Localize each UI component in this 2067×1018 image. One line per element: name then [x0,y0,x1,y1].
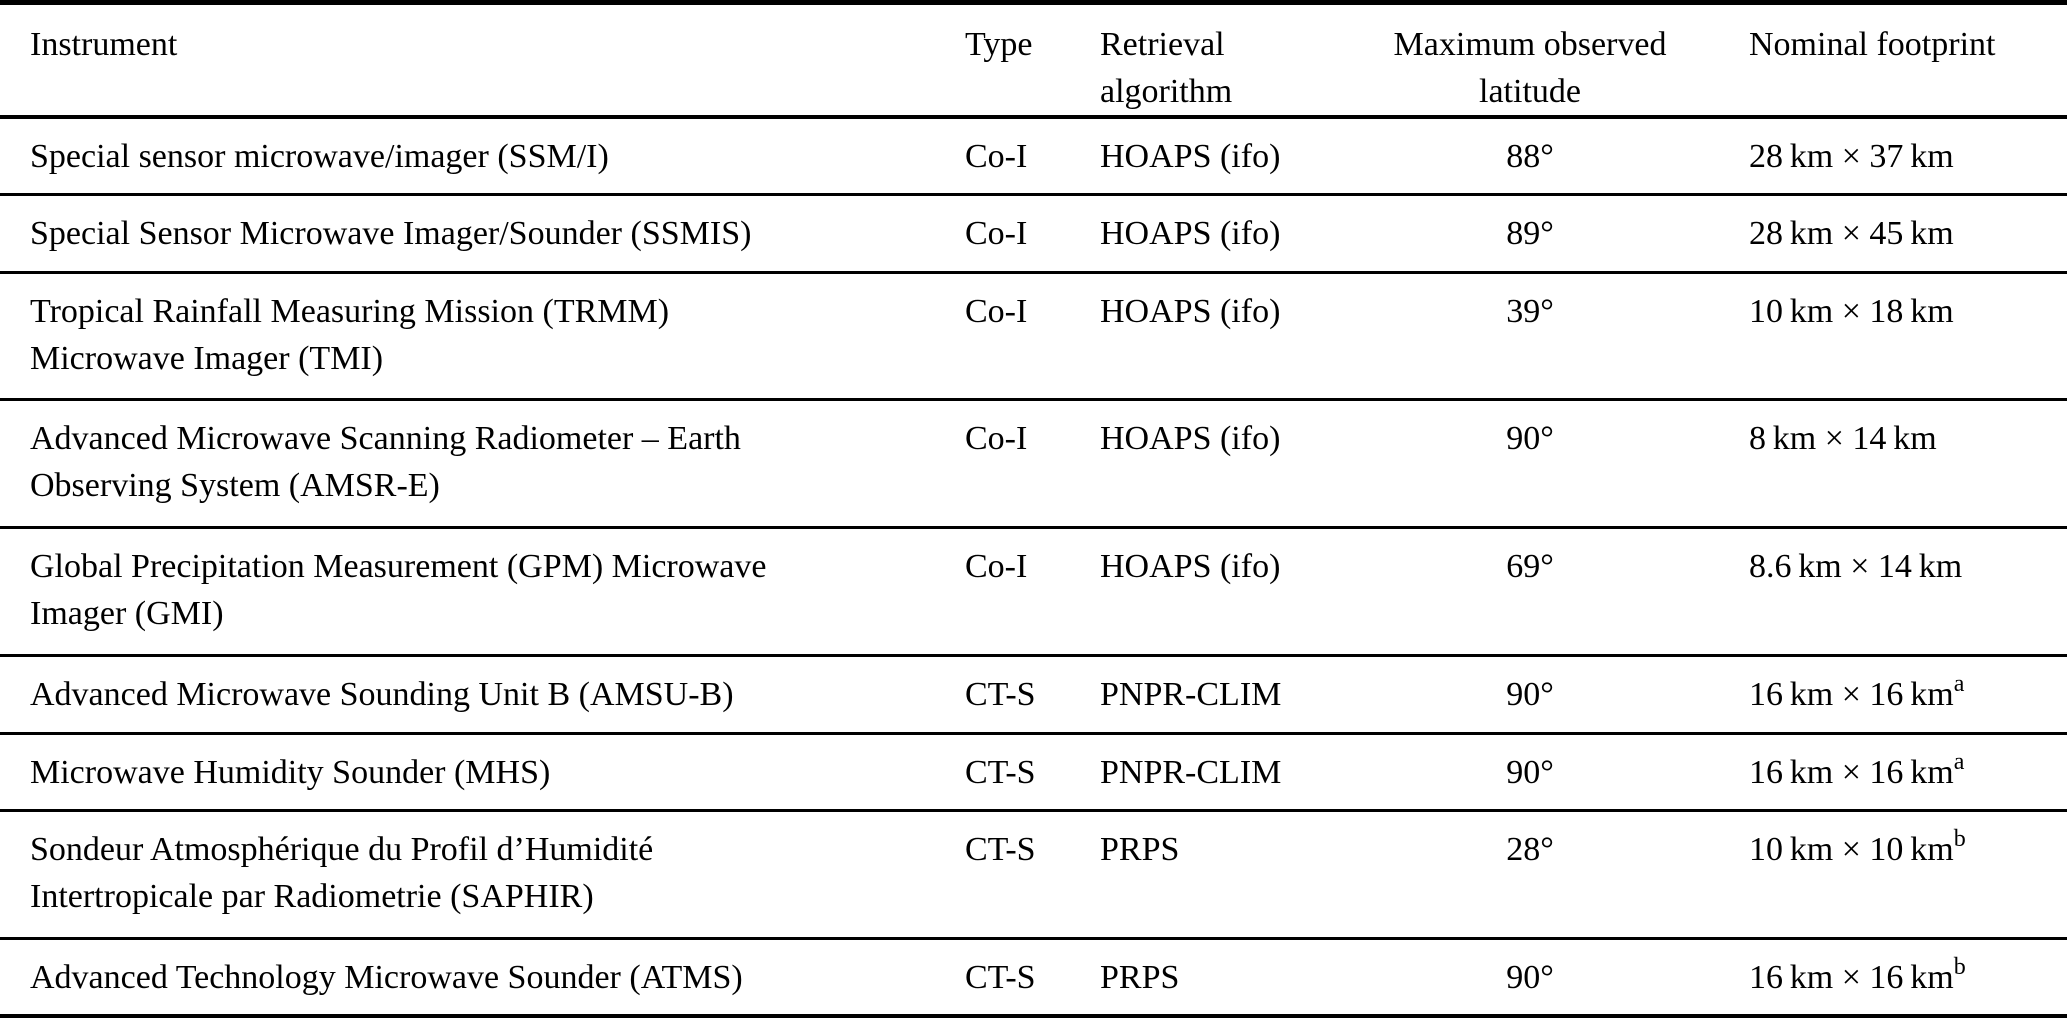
algorithm-cell: HOAPS (ifo) [1100,420,1281,458]
instrument-cell: Advanced Technology Microwave Sounder (A… [30,958,743,996]
table-row-trmm-tmi: Tropical Rainfall Measuring Mission (TRM… [0,272,2067,400]
footnote-marker: b [1953,953,1966,980]
footprint-cell: 28 km × 45 km [1710,195,2067,273]
instrument-cell: Special Sensor Microwave Imager/Sounder … [30,215,752,253]
type-cell: Co-I [965,420,1028,458]
footprint-value: 28 km × 45 km [1749,215,1954,253]
footprint-cell: 16 km × 16 kma [1710,733,2067,811]
table-row-atms: Advanced Technology Microwave Sounder (A… [0,938,2067,1016]
table-row-ssmi: Special sensor microwave/imager (SSM/I) … [0,117,2067,195]
table-body: Special sensor microwave/imager (SSM/I) … [0,117,2067,1016]
algorithm-cell: HOAPS (ifo) [1100,292,1281,330]
algorithm-cell: HOAPS (ifo) [1100,138,1281,175]
footprint-value: 16 km × 16 km [1749,958,1954,996]
algorithm-cell: PRPS [1100,831,1180,869]
column-header-instrument: Instrument [30,26,178,63]
algorithm-cell: HOAPS (ifo) [1100,548,1281,586]
footprint-cell: 16 km × 16 kma [1710,656,2067,734]
type-cell: CT-S [965,831,1036,869]
table-row-amsu-b: Advanced Microwave Sounding Unit B (AMSU… [0,656,2067,734]
latitude-cell: 39° [1506,292,1554,330]
type-cell: Co-I [965,215,1028,253]
instrument-cell: Global Precipitation Measurement (GPM) M… [30,548,767,633]
table-row-mhs: Microwave Humidity Sounder (MHS) CT-S PN… [0,733,2067,811]
instrument-cell: Sondeur Atmosphérique du Profil d’Humidi… [30,831,654,916]
footprint-value: 16 km × 16 km [1749,753,1954,791]
type-cell: Co-I [965,292,1028,330]
column-header-maximum-observed-latitude: Maximum observed latitude [1393,26,1667,110]
footprint-cell: 8 km × 14 km [1710,400,2067,528]
latitude-cell: 90° [1506,676,1554,714]
algorithm-cell: PNPR-CLIM [1100,676,1282,714]
latitude-cell: 88° [1506,138,1554,175]
type-cell: CT-S [965,753,1036,791]
footprint-value: 8.6 km × 14 km [1749,548,1963,586]
instrument-cell: Tropical Rainfall Measuring Mission (TRM… [30,292,670,377]
table-header: Instrument Type Retrieval algorithm Maxi… [0,3,2067,117]
instrument-cell: Advanced Microwave Scanning Radiometer –… [30,420,741,505]
table-row-amsr-e: Advanced Microwave Scanning Radiometer –… [0,400,2067,528]
footprint-cell: 10 km × 18 km [1710,272,2067,400]
type-cell: CT-S [965,676,1036,714]
latitude-cell: 28° [1506,831,1554,869]
footprint-value: 28 km × 37 km [1749,138,1954,175]
instrument-cell: Advanced Microwave Sounding Unit B (AMSU… [30,676,734,714]
instrument-cell: Microwave Humidity Sounder (MHS) [30,753,551,791]
column-header-type: Type [965,26,1033,63]
algorithm-cell: PNPR-CLIM [1100,753,1282,791]
latitude-cell: 69° [1506,548,1554,586]
footprint-cell: 28 km × 37 km [1710,117,2067,195]
type-cell: Co-I [965,138,1028,175]
latitude-cell: 90° [1506,753,1554,791]
footprint-cell: 16 km × 16 kmb [1710,938,2067,1016]
instrument-cell: Special sensor microwave/imager (SSM/I) [30,138,609,175]
latitude-cell: 90° [1506,420,1554,458]
footprint-value: 10 km × 18 km [1749,292,1954,330]
column-header-nominal-footprint: Nominal footprint [1749,26,1996,63]
latitude-cell: 89° [1506,215,1554,253]
header-row: Instrument Type Retrieval algorithm Maxi… [0,3,2067,117]
table-row-ssmis: Special Sensor Microwave Imager/Sounder … [0,195,2067,273]
footnote-marker: a [1953,748,1965,775]
footprint-cell: 10 km × 10 kmb [1710,811,2067,939]
footprint-cell: 8.6 km × 14 km [1710,528,2067,656]
footprint-value: 8 km × 14 km [1749,420,1937,458]
footprint-value: 10 km × 10 km [1749,831,1954,869]
footprint-value: 16 km × 16 km [1749,676,1954,714]
latitude-cell: 90° [1506,958,1554,996]
type-cell: Co-I [965,548,1028,586]
table-row-gpm-gmi: Global Precipitation Measurement (GPM) M… [0,528,2067,656]
footnote-marker: b [1953,826,1966,853]
column-header-retrieval-algorithm: Retrieval algorithm [1100,26,1233,110]
footnote-marker: a [1953,671,1965,698]
type-cell: CT-S [965,958,1036,996]
algorithm-cell: HOAPS (ifo) [1100,215,1281,253]
table-row-saphir: Sondeur Atmosphérique du Profil d’Humidi… [0,811,2067,939]
algorithm-cell: PRPS [1100,958,1180,996]
